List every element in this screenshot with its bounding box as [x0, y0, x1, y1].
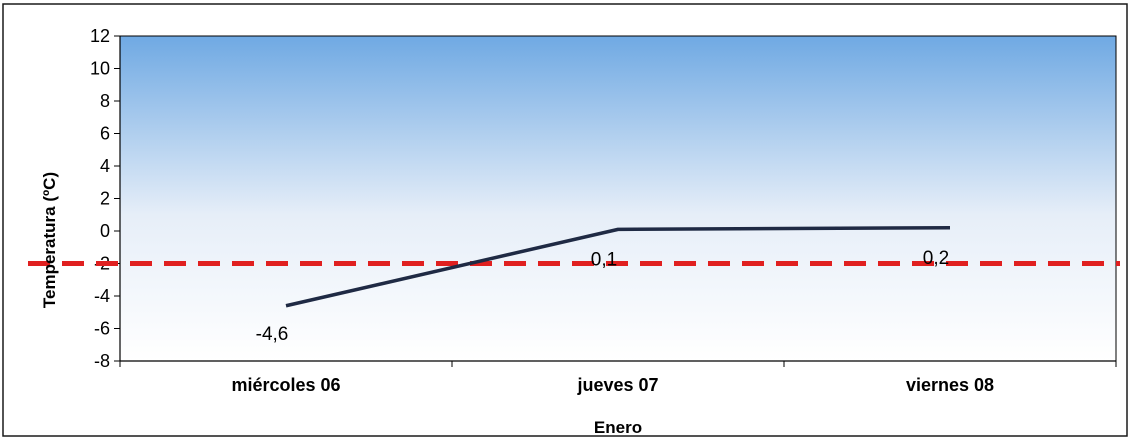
- y-tick-label: 12: [90, 26, 110, 46]
- y-tick-label: 0: [100, 221, 110, 241]
- y-tick-label: -4: [94, 286, 110, 306]
- data-label: -4,6: [256, 324, 289, 345]
- y-tick-label: 8: [100, 91, 110, 111]
- plot-area: [119, 35, 1117, 362]
- x-category-label: viernes 08: [906, 375, 994, 395]
- data-label: 0,2: [923, 248, 949, 269]
- x-axis-title: Enero: [594, 418, 642, 437]
- y-tick-label: 4: [100, 156, 110, 176]
- y-tick-label: 6: [100, 124, 110, 144]
- y-tick-label: 2: [100, 189, 110, 209]
- y-axis-title: Temperatura (ºC): [40, 172, 59, 308]
- y-tick-label: 10: [90, 59, 110, 79]
- series-line: [285, 226, 951, 308]
- y-tick-label: -8: [94, 351, 110, 371]
- x-category-label: jueves 07: [576, 375, 658, 395]
- x-category-label: miércoles 06: [231, 375, 340, 395]
- y-tick-label: -6: [94, 319, 110, 339]
- data-labels: -4,6 0,1 0,2: [256, 248, 950, 345]
- data-label: 0,1: [591, 249, 617, 270]
- x-category-labels: miércoles 06 jueves 07 viernes 08: [119, 361, 1117, 395]
